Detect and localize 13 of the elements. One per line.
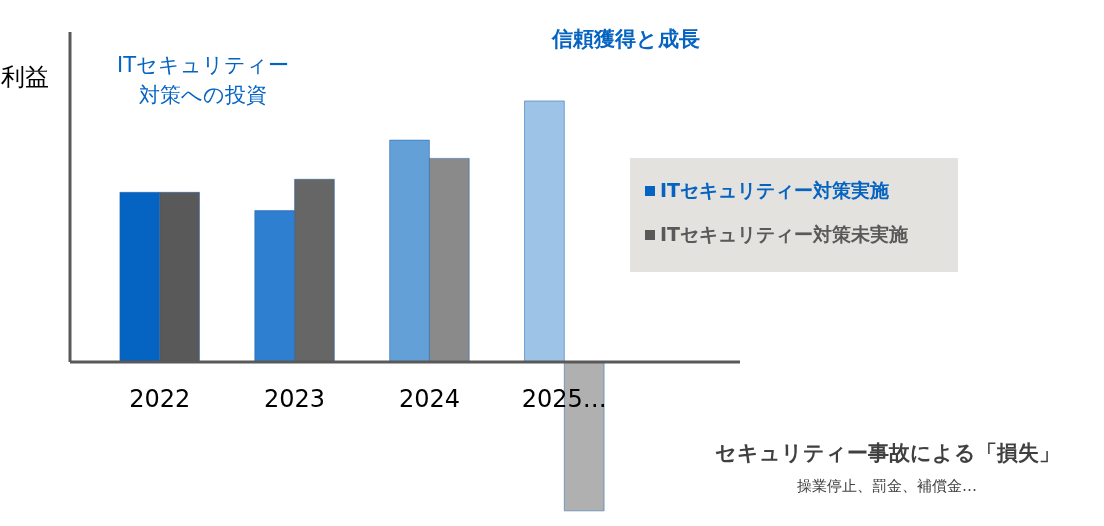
bar <box>524 100 565 363</box>
text: 信頼獲得と成長 <box>551 27 700 51</box>
text: ITセキュリティー <box>116 53 290 77</box>
annotation: 対策への投資 <box>139 83 267 107</box>
annotation: セキュリティー事故による「損失」 <box>714 441 1060 465</box>
x-tick-label: 2025… <box>521 385 607 414</box>
legend-label: ITセキュリティー対策実施 <box>660 179 891 201</box>
y-axis-title: 利益 <box>1 63 49 91</box>
text: 操業停止、罰金、補償金… <box>797 477 977 495</box>
legend-label: ITセキュリティー対策未実施 <box>660 223 910 245</box>
x-tick-label: 2023 <box>264 385 326 414</box>
x-tick-label: 2024 <box>398 385 460 414</box>
x-tick-label: 2022 <box>129 385 191 414</box>
